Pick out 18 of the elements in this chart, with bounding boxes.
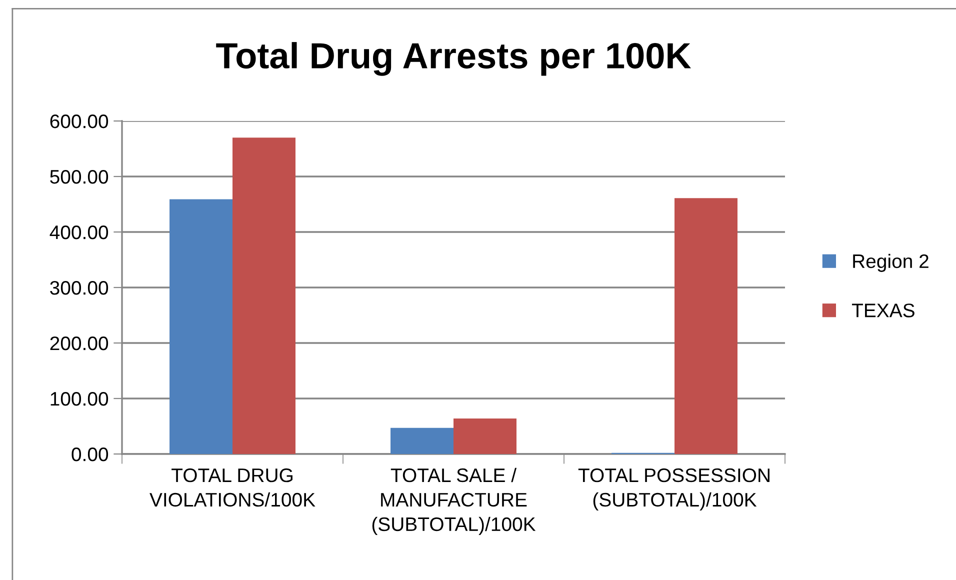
- bar: [170, 199, 232, 454]
- y-tick-label: 200.00: [50, 336, 108, 350]
- y-tick-label: 0.00: [72, 447, 108, 462]
- chart-title: Total Drug Arrests per 100K: [216, 42, 691, 76]
- y-tick-label: 100.00: [50, 392, 108, 406]
- bar: [232, 138, 296, 454]
- legend-label: TEXAS: [852, 304, 914, 318]
- bar: [674, 198, 738, 454]
- bar: [390, 428, 454, 454]
- x-tick-label: TOTAL DRUG VIOLATIONS/100K: [150, 468, 316, 507]
- y-tick-label: 300.00: [50, 280, 108, 295]
- legend-label: Region 2: [853, 254, 928, 272]
- x-tick-label: TOTAL POSSESSION (SUBTOTAL)/100K: [578, 468, 770, 510]
- y-tick-label: 600.00: [50, 114, 108, 128]
- bar: [454, 418, 516, 454]
- y-tick-label: 500.00: [50, 170, 108, 184]
- y-tick-label: 400.00: [50, 225, 108, 240]
- x-tick-label: TOTAL SALE / MANUFACTURE (SUBTOTAL)/100K: [372, 468, 536, 535]
